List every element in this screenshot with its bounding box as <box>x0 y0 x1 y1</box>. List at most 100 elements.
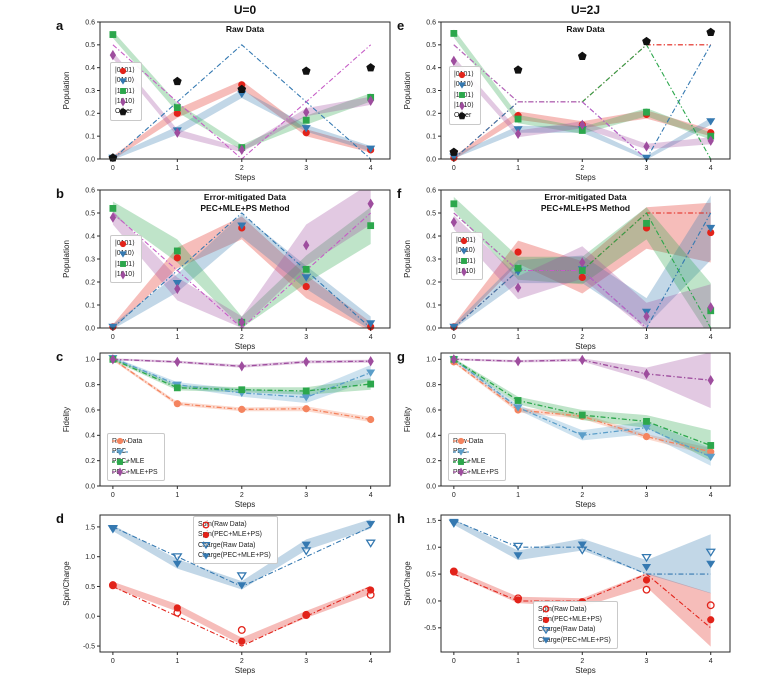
square-icon <box>461 258 467 265</box>
pentagon-icon <box>119 107 127 116</box>
svg-text:0.6: 0.6 <box>85 407 95 414</box>
svg-text:0: 0 <box>452 165 456 172</box>
legend-label: Charge(PEC+MLE+PS) <box>538 636 611 644</box>
svg-text:4: 4 <box>369 492 373 499</box>
svg-text:0.4: 0.4 <box>85 233 95 240</box>
panel-label-g: g <box>397 349 405 364</box>
svg-text:0.0: 0.0 <box>426 483 436 490</box>
triangle-down-icon <box>119 78 127 85</box>
svg-text:0: 0 <box>111 492 115 499</box>
panel-label-h: h <box>397 511 405 526</box>
svg-text:0.1: 0.1 <box>426 302 436 309</box>
svg-text:1: 1 <box>516 334 520 341</box>
svg-text:2: 2 <box>240 658 244 665</box>
legend-item: |1001⟩ <box>115 87 135 96</box>
svg-text:0.6: 0.6 <box>426 19 436 26</box>
plot-h: -0.5 0.0 0.5 1.0 1.5 0 1 2 3 4 Steps Spin/Charge <box>403 514 731 675</box>
svg-text:1: 1 <box>516 658 520 665</box>
circle-icon <box>542 605 550 613</box>
svg-text:0.1: 0.1 <box>85 134 95 141</box>
triangle-down-icon <box>202 552 210 560</box>
svg-text:1: 1 <box>175 658 179 665</box>
svg-text:2: 2 <box>580 165 584 172</box>
legend-item: Other <box>454 111 474 120</box>
panel-e: e 0.0 0.1 0.2 0.3 0.4 0.5 0.6 0 1 2 3 4 Steps Populati… <box>397 18 731 182</box>
diamond-icon <box>112 467 128 477</box>
svg-text:0.3: 0.3 <box>85 88 95 95</box>
plot-a: 0.0 0.1 0.2 0.3 0.4 0.5 0.6 0 1 2 3 4 Steps Populatio… <box>62 19 391 182</box>
svg-text:0.3: 0.3 <box>85 256 95 263</box>
svg-text:0.5: 0.5 <box>426 572 436 579</box>
circle-icon <box>112 438 128 445</box>
svg-text:0: 0 <box>111 334 115 341</box>
svg-text:0.2: 0.2 <box>85 458 95 465</box>
svg-text:0.4: 0.4 <box>426 433 436 440</box>
svg-text:0.8: 0.8 <box>426 382 436 389</box>
legend-item: PEC+MLE <box>453 457 499 466</box>
svg-text:0.0: 0.0 <box>426 598 436 605</box>
column-title-left: U=0 <box>233 3 257 17</box>
svg-text:0.5: 0.5 <box>85 210 95 217</box>
svg-text:Population: Population <box>403 72 412 110</box>
plot-g: 0.0 0.2 0.4 0.6 0.8 1.0 0 1 2 3 4 Steps Fidelity <box>403 352 731 509</box>
legend-item: Charge(PEC+MLE+PS) <box>538 636 611 645</box>
svg-text:0: 0 <box>452 334 456 341</box>
svg-text:0.6: 0.6 <box>85 19 95 26</box>
svg-text:2: 2 <box>240 334 244 341</box>
legend-a: |0101⟩|0110⟩ |1001⟩|1010⟩Other <box>110 62 142 121</box>
column-title-right: U=2J <box>570 3 601 17</box>
triangle-down-icon <box>460 248 468 255</box>
svg-text:Steps: Steps <box>235 500 255 509</box>
svg-text:Steps: Steps <box>575 500 595 509</box>
legend-item: |1001⟩ <box>115 260 135 269</box>
panel-a: a 0.0 0.1 0.2 0.3 0.4 0.5 0.6 0 1 2 3 4 Steps Populati… <box>56 18 391 182</box>
square-icon <box>120 88 126 95</box>
square-icon <box>459 92 465 99</box>
svg-text:2: 2 <box>240 165 244 172</box>
svg-text:1.0: 1.0 <box>426 545 436 552</box>
legend-item: Spin(PEC+MLE+PS) <box>538 615 611 624</box>
legend-label: Spin(PEC+MLE+PS) <box>198 531 262 539</box>
square-icon <box>453 459 469 465</box>
svg-text:1: 1 <box>175 165 179 172</box>
svg-text:0.4: 0.4 <box>85 65 95 72</box>
svg-text:0.2: 0.2 <box>85 279 95 286</box>
legend-item: Charge(Raw Data) <box>198 541 271 550</box>
panel-label-b: b <box>56 186 64 201</box>
legend-item: Other <box>115 107 135 116</box>
svg-text:1.0: 1.0 <box>85 357 95 364</box>
legend-d: Spin(Raw Data) Spin(PEC+MLE+PS) Charge(Raw… <box>193 516 278 565</box>
legend-item: Spin(Raw Data) <box>198 520 271 529</box>
legend-item: PEC+MLE+PS <box>453 467 499 477</box>
svg-text:Steps: Steps <box>235 173 255 182</box>
svg-text:0.8: 0.8 <box>85 382 95 389</box>
legend-item: |1010⟩ <box>115 270 135 280</box>
svg-text:4: 4 <box>709 334 713 341</box>
panel-b: b 0.0 0.1 0.2 0.3 0.4 0.5 0.6 0 1 2 3 4 Steps Populati… <box>56 186 391 351</box>
svg-text:4: 4 <box>369 165 373 172</box>
svg-text:Steps: Steps <box>575 173 595 182</box>
legend-item: |0101⟩ <box>454 70 474 79</box>
circle-icon <box>119 67 127 74</box>
plot-d: -0.5 0.0 0.5 1.0 1.5 0 1 2 3 4 Steps Spin/Charge <box>62 514 391 675</box>
svg-text:0.2: 0.2 <box>426 279 436 286</box>
svg-text:Fidelity: Fidelity <box>403 407 412 432</box>
legend-item: |0101⟩ <box>456 236 476 245</box>
svg-text:0.5: 0.5 <box>85 42 95 49</box>
svg-text:4: 4 <box>369 334 373 341</box>
triangle-down-icon <box>112 449 128 456</box>
svg-text:0.2: 0.2 <box>85 111 95 118</box>
svg-text:-0.5: -0.5 <box>424 625 436 632</box>
panel-label-d: d <box>56 511 64 526</box>
triangle-down-icon <box>541 627 551 635</box>
svg-text:4: 4 <box>709 658 713 665</box>
legend-item: PEC <box>112 447 158 456</box>
diamond-icon <box>461 267 467 277</box>
panel-title-line: Raw Data <box>566 24 605 34</box>
legend-label: Charge(Raw Data) <box>538 626 596 634</box>
legend-label: Spin(Raw Data) <box>538 605 587 613</box>
legend-item: |0110⟩ <box>454 80 474 89</box>
